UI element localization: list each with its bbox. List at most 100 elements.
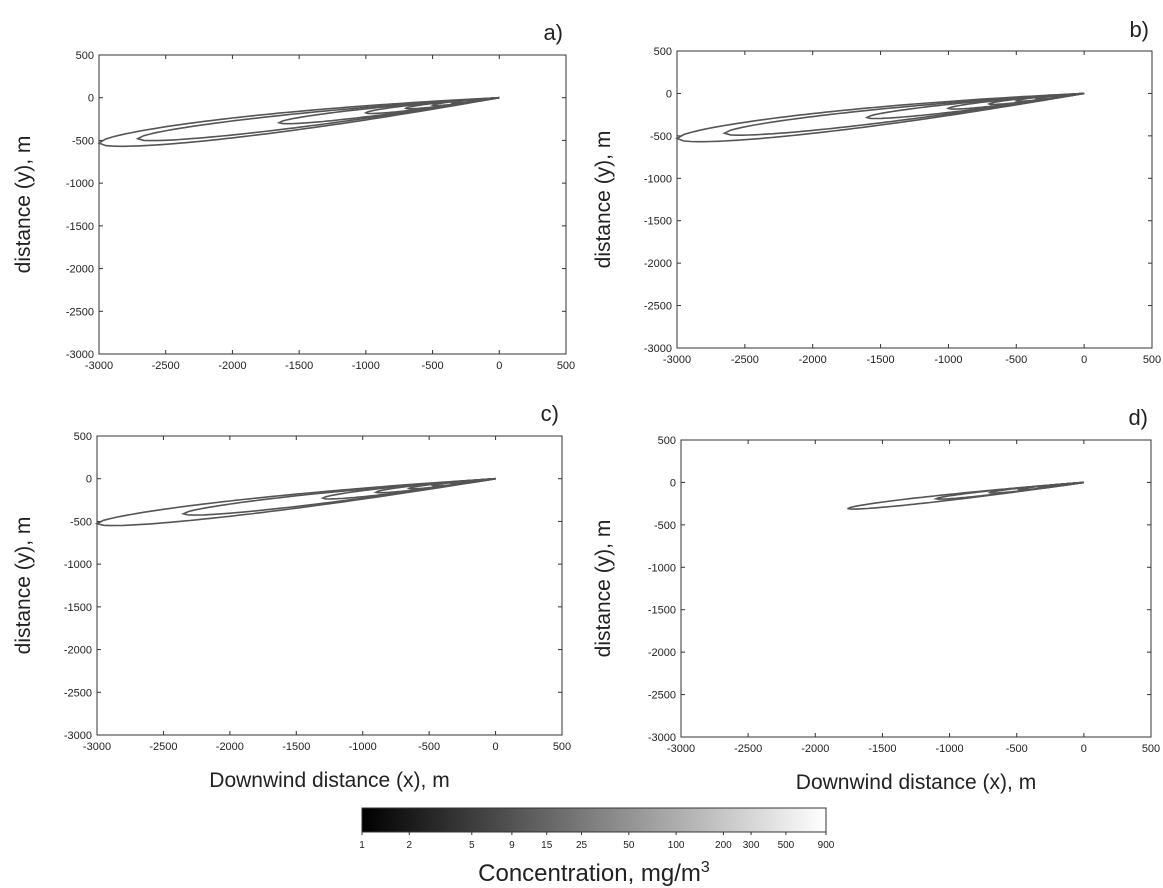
y-tick-label: -2000 (64, 645, 92, 657)
chart-panel-b: -3000 -2500 -2000 -1500 -1000 -500 0 500 500 0 -50… (592, 17, 1161, 366)
y-tick-label: 0 (88, 93, 94, 105)
chart-panel-c: -3000 -2500 -2000 -1500 -1000 -500 0 500 500 0 -50… (12, 401, 571, 792)
x-axis-label: Downwind distance (x), m (796, 771, 1036, 794)
contour-group (675, 92, 1085, 143)
y-tick-label: -1500 (644, 216, 672, 228)
x-tick-label: -1000 (934, 354, 962, 366)
y-tick-label: 0 (666, 88, 672, 100)
y-axis-label: distance (y), m (12, 517, 35, 655)
colorbar: 1 2 5 9 15 25 50 100 200 300 500 900 Concentration,… (359, 807, 835, 887)
y-tick-label: 0 (86, 474, 92, 486)
y-tick-label: -500 (650, 131, 672, 143)
x-tick-label: -2000 (799, 354, 827, 366)
y-tick-label: -2500 (644, 301, 672, 313)
contour-line (675, 92, 1085, 143)
y-tick-label: -2000 (66, 264, 94, 276)
colorbar-tick-label: 1 (359, 840, 365, 851)
contour-line (94, 477, 496, 527)
y-tick-label: -2500 (648, 690, 676, 702)
x-tick-label: 500 (1143, 354, 1161, 366)
x-tick-label: -500 (1005, 354, 1027, 366)
y-tick-label: -3000 (648, 732, 676, 744)
x-tick-label: 0 (493, 741, 499, 753)
x-tick-label: -2000 (216, 741, 244, 753)
y-tick-label: -1500 (66, 221, 94, 233)
x-tick-label: 500 (553, 741, 571, 753)
panel-label: d) (1128, 405, 1148, 430)
y-tick-label: -500 (72, 135, 94, 147)
x-tick-label: -500 (1006, 743, 1028, 755)
contour-group (847, 481, 1085, 510)
x-tick-label: -2500 (152, 360, 180, 372)
colorbar-tick-label: 300 (743, 840, 760, 851)
contour-line (180, 477, 496, 516)
colorbar-tick-label: 25 (576, 840, 588, 851)
panel-label: a) (543, 20, 563, 45)
x-tick-label: -1500 (285, 360, 313, 372)
x-axis-label: Downwind distance (x), m (209, 769, 449, 792)
x-tick-label: 500 (1142, 743, 1160, 755)
contour-line (466, 96, 500, 103)
y-tick-label: -500 (654, 520, 676, 532)
colorbar-tick-label: 500 (778, 840, 795, 851)
x-tick-label: -1000 (936, 743, 964, 755)
y-tick-label: -2000 (644, 258, 672, 270)
plot-frame (676, 50, 1153, 349)
y-tick-label: -500 (70, 516, 92, 528)
chart-panel-a: -3000 -2500 -2000 -1500 -1000 -500 0 500 500 0 -50… (12, 20, 575, 372)
y-tick-label: -1500 (64, 602, 92, 614)
colorbar-tick-label: 15 (541, 840, 553, 851)
x-tick-label: 0 (1081, 354, 1087, 366)
contour-group (97, 96, 500, 148)
x-tick-label: -1000 (352, 360, 380, 372)
y-tick-label: 500 (74, 431, 92, 443)
y-tick-label: -3000 (64, 730, 92, 742)
y-tick-label: -3000 (66, 349, 94, 361)
x-tick-label: -2500 (734, 743, 762, 755)
x-tick-label: -3000 (83, 741, 111, 753)
x-tick-label: 0 (1081, 743, 1087, 755)
contour-line (463, 477, 496, 483)
y-tick-label: 500 (654, 46, 672, 58)
colorbar-tick-label: 200 (715, 840, 732, 851)
contour-line (1051, 481, 1085, 487)
contour-line (135, 96, 500, 142)
x-tick-label: -1500 (867, 354, 895, 366)
y-axis-label: distance (y), m (12, 136, 35, 274)
colorbar-title: Concentration, mg/m3 (478, 859, 710, 887)
x-tick-label: -3000 (85, 360, 113, 372)
contour-line (722, 92, 1085, 136)
x-tick-label: -2000 (801, 743, 829, 755)
panel-label: b) (1129, 17, 1149, 42)
x-tick-label: -1000 (349, 741, 377, 753)
x-tick-label: 0 (496, 360, 502, 372)
contour-line (97, 96, 500, 148)
colorbar-tick-label: 50 (623, 840, 635, 851)
colorbar-tick-label: 900 (818, 840, 835, 851)
chart-panel-d: -3000 -2500 -2000 -1500 -1000 -500 0 500 500 0 -50… (592, 405, 1160, 794)
x-tick-label: -2000 (218, 360, 246, 372)
x-tick-label: -3000 (663, 354, 691, 366)
y-tick-label: -2000 (648, 647, 676, 659)
y-tick-label: -1000 (66, 178, 94, 190)
x-tick-label: -500 (418, 741, 440, 753)
colorbar-tick-label: 9 (509, 840, 515, 851)
colorbar-tick-label: 5 (469, 840, 475, 851)
contour-group (94, 477, 496, 527)
y-tick-label: -2500 (64, 687, 92, 699)
x-tick-label: -2500 (149, 741, 177, 753)
x-tick-label: -500 (422, 360, 444, 372)
x-tick-label: 500 (557, 360, 575, 372)
x-tick-label: -1500 (282, 741, 310, 753)
y-tick-label: -3000 (644, 343, 672, 355)
colorbar-ticks: 1 2 5 9 15 25 50 100 200 300 500 900 (359, 832, 835, 851)
y-tick-label: -1000 (64, 559, 92, 571)
y-tick-label: -1000 (644, 173, 672, 185)
x-tick-label: -1500 (868, 743, 896, 755)
plot-frame (680, 439, 1152, 738)
plot-frame (96, 435, 563, 736)
colorbar-gradient (361, 807, 827, 833)
colorbar-tick-label: 100 (668, 840, 685, 851)
y-tick-label: 500 (76, 50, 94, 62)
